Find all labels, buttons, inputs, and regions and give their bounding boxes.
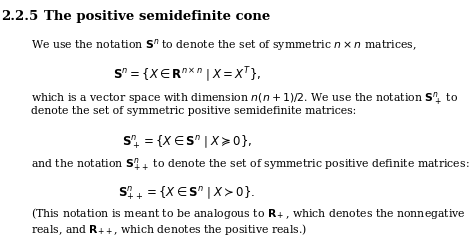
Text: 2.2.5: 2.2.5 <box>1 10 39 23</box>
Text: denote the set of symmetric positive semidefinite matrices:: denote the set of symmetric positive sem… <box>31 106 356 116</box>
Text: The positive semidefinite cone: The positive semidefinite cone <box>44 10 270 23</box>
Text: $\mathbf{S}^n_+ = \{X \in \mathbf{S}^n \mid X \succeq 0\},$: $\mathbf{S}^n_+ = \{X \in \mathbf{S}^n \… <box>121 133 252 151</box>
Text: We use the notation $\mathbf{S}^n$ to denote the set of symmetric $n \times n$ m: We use the notation $\mathbf{S}^n$ to de… <box>31 37 417 52</box>
Text: reals, and $\mathbf{R}_{++}$, which denotes the positive reals.): reals, and $\mathbf{R}_{++}$, which deno… <box>31 222 307 237</box>
Text: $\mathbf{S}^n = \{X \in \mathbf{R}^{n \times n} \mid X = X^T\},$: $\mathbf{S}^n = \{X \in \mathbf{R}^{n \t… <box>113 66 261 85</box>
Text: which is a vector space with dimension $n(n+1)/2$. We use the notation $\mathbf{: which is a vector space with dimension $… <box>31 90 458 107</box>
Text: (This notation is meant to be analogous to $\mathbf{R}_+$, which denotes the non: (This notation is meant to be analogous … <box>31 206 466 221</box>
Text: and the notation $\mathbf{S}^n_{++}$ to denote the set of symmetric positive def: and the notation $\mathbf{S}^n_{++}$ to … <box>31 156 470 173</box>
Text: $\mathbf{S}^n_{++} = \{X \in \mathbf{S}^n \mid X \succ 0\}.$: $\mathbf{S}^n_{++} = \{X \in \mathbf{S}^… <box>118 184 255 202</box>
